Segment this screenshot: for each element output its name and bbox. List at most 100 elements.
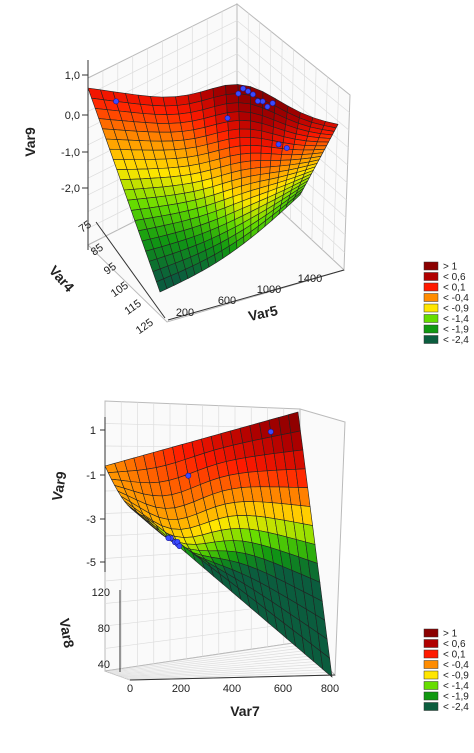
grid-line-right-h (236, 20, 350, 113)
surface-plot-top: 1,00,0-1,0-2,0Var9758595105115125Var4200… (22, 2, 469, 346)
surface-cell (239, 136, 251, 147)
legend-label-4: < -0,9 (443, 671, 469, 682)
z-tick-label: 1,0 (65, 70, 80, 82)
surface-cell (290, 430, 304, 452)
z-tick-label: -5 (86, 557, 96, 569)
surface-cell (154, 113, 170, 124)
legend-label-6: < -1,9 (443, 325, 469, 336)
grid-line-floor (111, 649, 309, 674)
grid-line-back-h (104, 622, 301, 649)
grid-line-right-h (236, 36, 350, 131)
legend-label-1: < 0,6 (443, 639, 466, 650)
surface-cell (260, 145, 273, 155)
surface-cell (168, 122, 183, 133)
surface-cell (292, 191, 303, 202)
legend-label-5: < -1,4 (443, 314, 469, 325)
surface-cell (270, 153, 282, 161)
legend-swatch-0 (423, 261, 439, 271)
legend-swatch-6 (423, 324, 439, 334)
y-tick-label: 95 (102, 261, 119, 278)
surface-cell (172, 139, 186, 151)
data-point-marker (254, 98, 261, 105)
grid-line-floor (113, 652, 312, 675)
grid-line-floor (127, 671, 333, 680)
surface-cell (150, 96, 166, 107)
data-point-marker (165, 535, 172, 541)
legend-label-6: < -1,9 (443, 692, 469, 703)
legend-label-7: < -2,4 (443, 335, 469, 346)
legend-swatch-7 (423, 702, 439, 711)
y-axis-title: Var8 (56, 617, 77, 649)
legend-swatch-3 (423, 660, 439, 669)
legend-swatch-5 (423, 681, 439, 690)
surface-cell (250, 144, 262, 154)
y-tick-label: 85 (89, 242, 106, 259)
legend-swatch-6 (423, 691, 439, 701)
legend-swatch-5 (423, 314, 439, 323)
z-tick-label: -2,0 (61, 183, 80, 195)
surface-cell (152, 105, 168, 116)
surface-cell (270, 146, 283, 155)
legend-swatch-2 (423, 649, 439, 659)
data-point-marker (113, 98, 119, 105)
grid-line-left-h (87, 20, 238, 96)
legend-label-0: > 1 (443, 629, 458, 640)
legend-label-1: < 0,6 (443, 272, 466, 283)
surface-cell (178, 165, 191, 177)
x-axis-title: Var5 (247, 302, 279, 324)
grid-line-floor (117, 658, 318, 676)
legend-label-5: < -1,4 (443, 681, 469, 692)
legend-label-7: < -2,4 (443, 702, 469, 713)
surface-cell (166, 113, 181, 124)
z-axis-title: Var9 (49, 470, 70, 502)
surface-cell (170, 131, 185, 142)
y-tick-label: 80 (98, 623, 110, 635)
y-tick-label: 120 (92, 587, 110, 599)
surface-cell (164, 105, 180, 116)
y-tick-label: 75 (77, 219, 94, 236)
grid-line-floor (125, 669, 330, 679)
surface-chart-var7-var8: 1 -1 -3 -5 Var9 40 80 120 Var8 0 200 400 600 800 Var7 >… (0, 372, 474, 753)
surface-cell (304, 140, 318, 147)
data-point-marker (269, 100, 276, 107)
z-tick-label: 0,0 (65, 110, 80, 122)
surface-cell (238, 119, 251, 130)
surface-cell (260, 160, 272, 168)
x-tick-label: 1000 (257, 284, 281, 296)
x-axis-title: Var7 (230, 703, 260, 719)
surface-cell (320, 650, 333, 678)
surface-cell (291, 149, 305, 156)
surface-cell (316, 137, 331, 143)
surface-cell (156, 122, 172, 133)
y-tick-label: 125 (134, 317, 156, 337)
legend-swatch-4 (423, 303, 439, 313)
data-point-marker (235, 90, 242, 97)
surface-cell (280, 154, 293, 161)
y-axis-line (95, 221, 166, 319)
x-axis-line (167, 269, 345, 321)
x-tick-label: 600 (274, 683, 292, 695)
data-point-marker (283, 145, 290, 151)
z-axis-title: Var9 (22, 127, 38, 157)
surface-cell (239, 144, 251, 155)
surface-plot-bottom: 1 -1 -3 -5 Var9 40 80 120 Var8 0 200 400 600 800 Var7 >… (49, 400, 469, 719)
data-point-marker (245, 88, 251, 95)
data-point-marker (267, 428, 274, 435)
surface-cell (315, 141, 329, 147)
surface-cell (226, 102, 240, 114)
data-point-marker (185, 472, 192, 479)
grid-line-floor (123, 666, 327, 679)
legend-label-0: > 1 (443, 262, 458, 273)
legend-label-2: < 0,1 (443, 650, 466, 661)
legend-label-3: < -0,4 (443, 660, 469, 671)
surface-cell (239, 128, 252, 138)
grid-line-floor (115, 655, 315, 676)
z-tick-label: 1 (90, 425, 96, 437)
surface-cell (174, 148, 188, 159)
y-axis-title: Var4 (46, 262, 78, 295)
x-tick-label: 200 (176, 307, 194, 319)
grid-line-floor (109, 647, 306, 673)
grid-line-floor (121, 663, 324, 678)
z-tick-label: -1 (86, 470, 96, 482)
x-tick-label: 400 (223, 683, 241, 695)
